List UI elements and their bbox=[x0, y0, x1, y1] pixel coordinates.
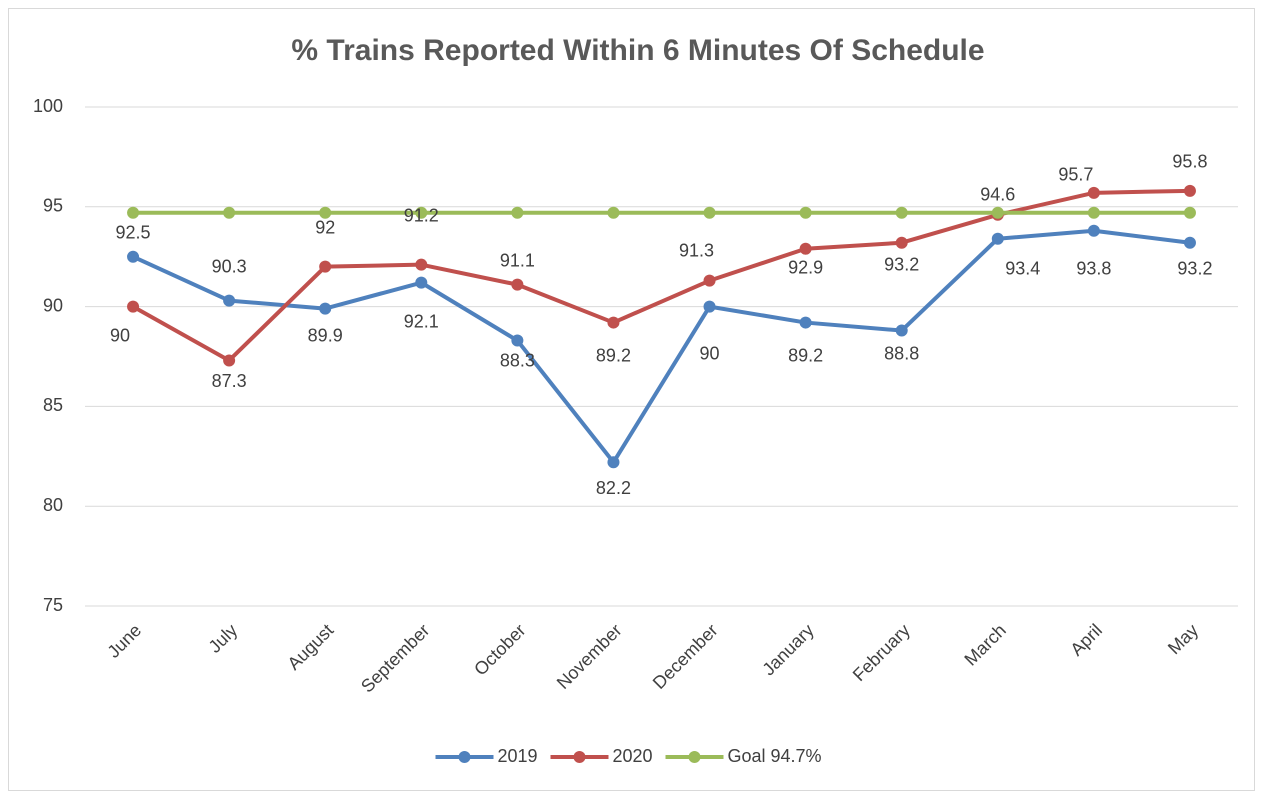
data-label: 89.2 bbox=[788, 345, 823, 365]
data-label: 89.9 bbox=[308, 325, 343, 345]
y-tick-label: 85 bbox=[43, 395, 63, 415]
data-point bbox=[703, 206, 716, 219]
legend-label: 2020 bbox=[613, 746, 653, 766]
data-point bbox=[895, 324, 908, 337]
data-point bbox=[319, 302, 332, 315]
y-tick-label: 80 bbox=[43, 495, 63, 515]
data-point bbox=[511, 206, 524, 219]
data-point bbox=[1087, 206, 1100, 219]
legend-label: Goal 94.7% bbox=[728, 746, 822, 766]
y-tick-label: 75 bbox=[43, 595, 63, 615]
data-point bbox=[223, 354, 236, 367]
data-label: 95.8 bbox=[1172, 152, 1207, 172]
legend-marker bbox=[688, 751, 701, 763]
data-point bbox=[127, 206, 140, 219]
data-point bbox=[415, 258, 428, 271]
data-point bbox=[415, 276, 428, 289]
data-point bbox=[703, 274, 716, 287]
data-point bbox=[1183, 206, 1196, 219]
data-point bbox=[607, 316, 620, 329]
y-tick-label: 90 bbox=[43, 295, 63, 315]
data-point bbox=[1087, 224, 1100, 237]
data-label: 90.3 bbox=[212, 256, 247, 276]
data-point bbox=[607, 206, 620, 219]
data-point bbox=[991, 232, 1004, 245]
data-label: 82.2 bbox=[596, 478, 631, 498]
data-point bbox=[895, 206, 908, 219]
data-label: 87.3 bbox=[212, 371, 247, 391]
data-point bbox=[799, 242, 812, 255]
data-point bbox=[319, 206, 332, 219]
data-label: 93.2 bbox=[1177, 258, 1212, 278]
data-label: 89.2 bbox=[596, 345, 631, 365]
y-tick-label: 95 bbox=[43, 196, 63, 216]
data-point bbox=[223, 206, 236, 219]
data-label: 95.7 bbox=[1058, 165, 1093, 185]
data-label: 91.1 bbox=[500, 250, 535, 270]
data-label: 93.2 bbox=[884, 254, 919, 274]
data-point bbox=[799, 206, 812, 219]
data-point bbox=[511, 334, 524, 347]
data-label: 91.2 bbox=[404, 205, 439, 225]
data-label: 90 bbox=[110, 325, 130, 345]
data-point bbox=[1183, 184, 1196, 197]
data-point bbox=[895, 236, 908, 249]
data-label: 94.6 bbox=[980, 185, 1015, 205]
data-label: 93.4 bbox=[1005, 258, 1040, 278]
data-label: 91.3 bbox=[679, 240, 714, 260]
data-label: 93.8 bbox=[1076, 259, 1111, 279]
data-point bbox=[127, 250, 140, 263]
data-label: 90 bbox=[700, 343, 720, 363]
chart-title: % Trains Reported Within 6 Minutes Of Sc… bbox=[291, 34, 984, 67]
chart-border bbox=[8, 8, 1255, 791]
data-point bbox=[991, 206, 1004, 219]
legend-marker bbox=[573, 751, 586, 763]
data-point bbox=[415, 206, 428, 219]
data-point bbox=[127, 300, 140, 313]
data-label: 88.8 bbox=[884, 343, 919, 363]
data-point bbox=[223, 294, 236, 307]
legend-marker bbox=[458, 751, 471, 763]
data-label: 92.1 bbox=[404, 311, 439, 331]
data-point bbox=[1183, 236, 1196, 249]
y-tick-label: 100 bbox=[33, 96, 63, 116]
legend-label: 2019 bbox=[498, 746, 538, 766]
data-point bbox=[1087, 186, 1100, 199]
data-label: 92.5 bbox=[116, 222, 151, 242]
series-line bbox=[132, 228, 1191, 465]
data-point bbox=[511, 278, 524, 291]
data-point bbox=[319, 260, 332, 273]
data-point bbox=[703, 300, 716, 313]
data-label: 92 bbox=[315, 217, 335, 237]
data-point bbox=[607, 456, 620, 469]
data-point bbox=[799, 316, 812, 329]
data-label: 88.3 bbox=[500, 350, 535, 370]
data-label: 92.9 bbox=[788, 257, 823, 277]
